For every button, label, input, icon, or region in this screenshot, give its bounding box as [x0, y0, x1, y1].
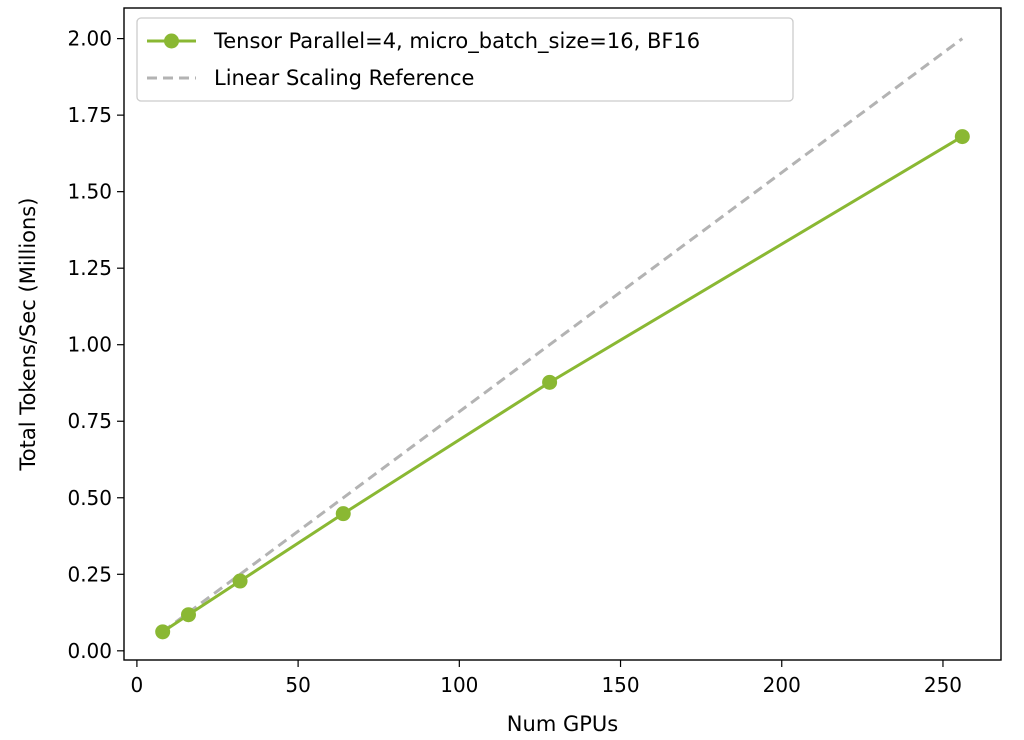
data-point — [155, 624, 171, 640]
x-tick-label: 50 — [285, 673, 310, 697]
x-tick-label: 250 — [924, 673, 962, 697]
y-tick-label: 1.00 — [67, 333, 112, 357]
series-line — [161, 135, 964, 634]
y-tick-label: 0.25 — [67, 562, 112, 586]
legend: Tensor Parallel=4, micro_batch_size=16, … — [136, 17, 794, 102]
x-tick-label: 200 — [763, 673, 801, 697]
y-tick-label: 0.50 — [67, 486, 112, 510]
x-tick-label: 0 — [131, 673, 144, 697]
legend-marker — [164, 33, 179, 49]
x-axis-ticks: 0 50 100 150 200 250 — [131, 660, 962, 697]
x-tick-label: 100 — [440, 673, 478, 697]
y-axis-label: Total Tokens/Sec (Millions) — [16, 198, 40, 472]
legend-label: Tensor Parallel=4, micro_batch_size=16, … — [213, 29, 700, 54]
y-tick-label: 2.00 — [67, 27, 112, 51]
reference-line — [161, 37, 964, 633]
plot-frame — [123, 7, 1002, 661]
data-point — [954, 129, 970, 145]
data-point — [335, 506, 351, 522]
y-axis-ticks: 0.00 0.25 0.50 0.75 1.00 1.25 1.50 1.75 2.00 — [67, 27, 124, 663]
data-point — [542, 374, 558, 390]
y-tick-label: 1.50 — [67, 180, 112, 204]
x-tick-label: 150 — [601, 673, 639, 697]
legend-box — [136, 17, 794, 102]
data-point — [180, 607, 196, 623]
plot-area — [155, 37, 970, 640]
y-tick-label: 1.75 — [67, 103, 112, 127]
y-tick-label: 1.25 — [67, 256, 112, 280]
y-tick-label: 0.75 — [67, 409, 112, 433]
x-axis-label: Num GPUs — [507, 712, 618, 736]
data-point — [232, 573, 248, 589]
y-tick-label: 0.00 — [67, 639, 112, 663]
legend-label: Linear Scaling Reference — [214, 66, 474, 90]
